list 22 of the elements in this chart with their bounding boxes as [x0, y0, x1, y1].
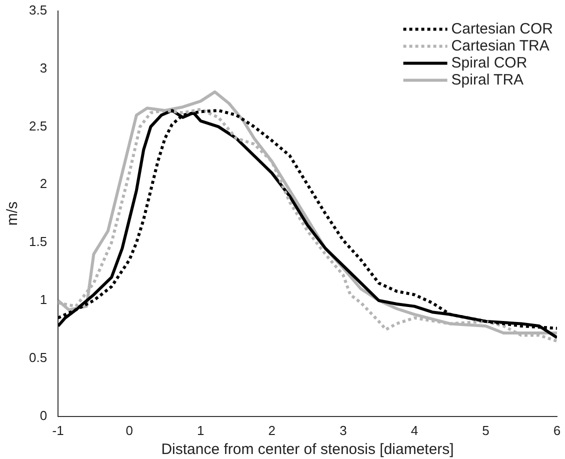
x-tick-label: 0	[126, 422, 133, 438]
legend-label: Cartesian COR	[451, 20, 554, 38]
y-tick-label: 0.5	[28, 350, 48, 366]
x-tick-label: -1	[52, 422, 64, 438]
legend-label: Cartesian TRA	[451, 37, 550, 54]
y-tick-label: 2	[40, 176, 48, 192]
x-tick-label: 6	[553, 422, 561, 438]
y-tick-label: 3.5	[28, 2, 48, 18]
y-tick-label: 1	[40, 292, 48, 308]
x-tick-label: 2	[268, 422, 276, 438]
legend-label: Spiral COR	[451, 54, 528, 72]
legend-label: Spiral TRA	[451, 71, 524, 88]
x-tick-label: 5	[482, 422, 490, 438]
y-axis-title: m/s	[4, 202, 22, 226]
x-tick-label: 1	[197, 422, 204, 438]
y-tick-label: 2.5	[28, 118, 48, 134]
y-tick-label: 3	[40, 60, 48, 76]
x-tick-label: 3	[340, 422, 347, 438]
y-tick-label: 0	[40, 408, 48, 423]
x-axis-title: Distance from center of stenosis [diameters]	[161, 441, 454, 458]
y-tick-label: 1.5	[28, 234, 48, 250]
x-tick-label: 4	[410, 422, 418, 438]
